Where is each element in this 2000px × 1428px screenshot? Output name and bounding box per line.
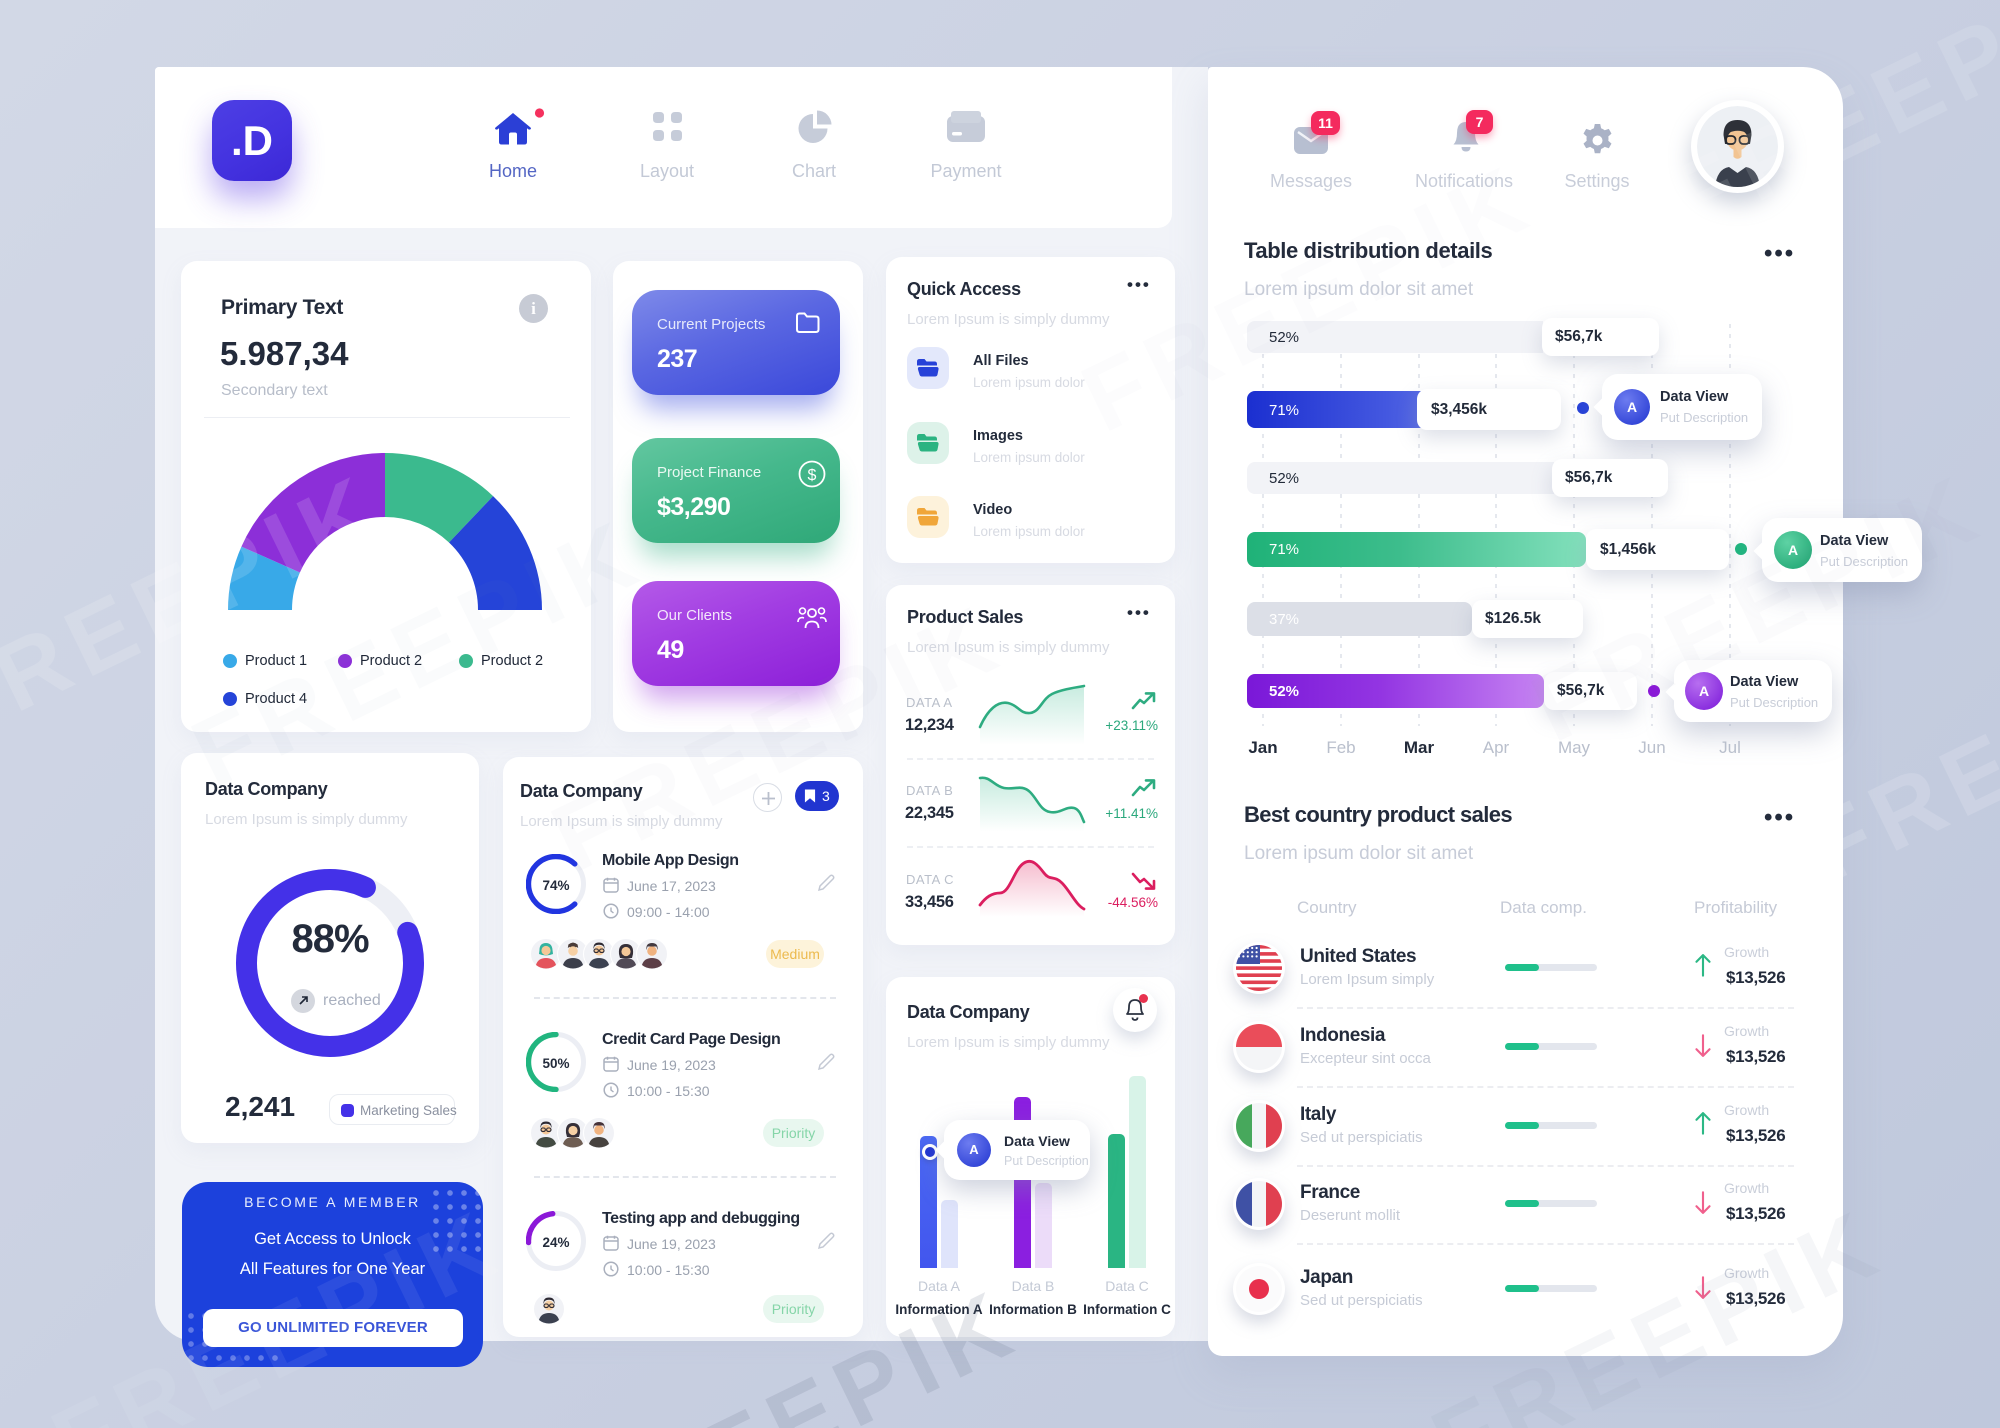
svg-text:50%: 50%	[542, 1056, 569, 1071]
svg-text:24%: 24%	[542, 1235, 569, 1250]
svg-text:74%: 74%	[542, 878, 569, 893]
svg-text:$: $	[808, 467, 817, 484]
